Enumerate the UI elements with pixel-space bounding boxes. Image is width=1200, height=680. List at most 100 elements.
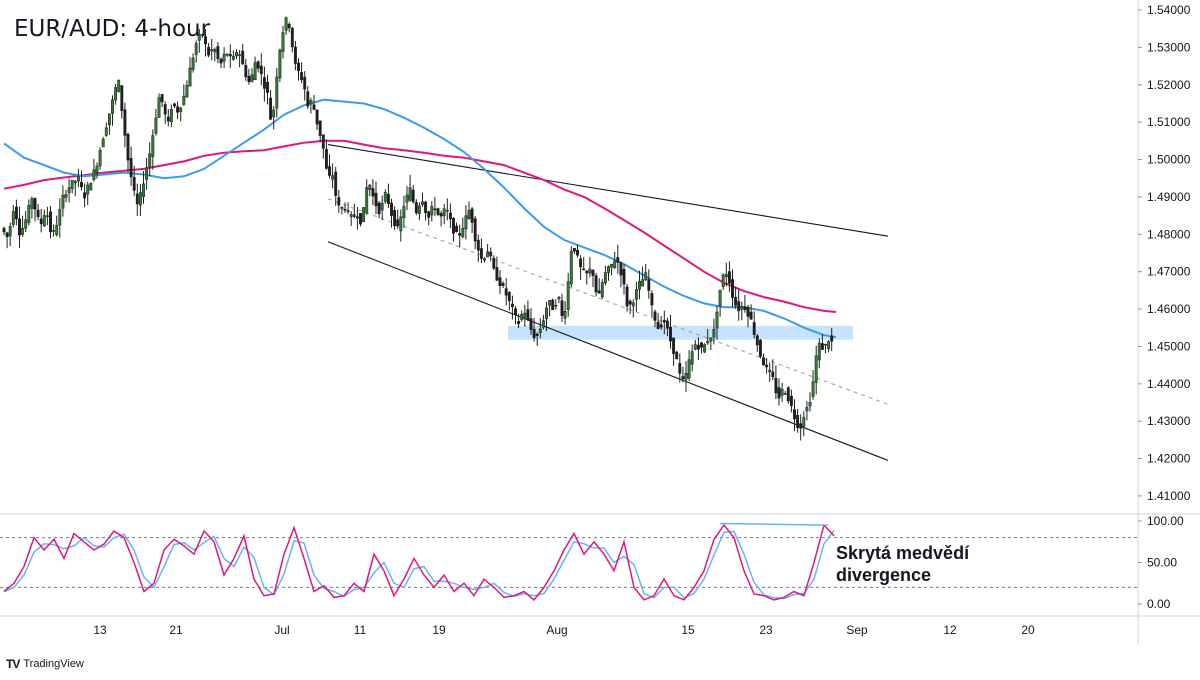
candle-down: [499, 278, 501, 286]
candle-down: [288, 24, 290, 28]
candle-up: [145, 168, 147, 180]
candle-up: [635, 289, 637, 299]
candle-up: [77, 177, 79, 181]
candle-up: [638, 281, 640, 289]
candle-up: [465, 216, 467, 229]
candle-down: [831, 336, 833, 341]
candle-down: [161, 94, 163, 102]
candle-down: [449, 213, 451, 219]
time-tick-label: 15: [681, 623, 695, 637]
candle-up: [251, 75, 253, 82]
candle-up: [645, 273, 647, 280]
candle-up: [381, 203, 383, 210]
candle-up: [362, 207, 364, 221]
candle-down: [657, 322, 659, 329]
candle-down: [347, 211, 349, 212]
candle-down: [651, 293, 653, 305]
candle-up: [719, 290, 721, 305]
candle-up: [276, 77, 278, 108]
candle-up: [273, 110, 275, 117]
candle-down: [338, 197, 340, 205]
candle-down: [672, 338, 674, 354]
candle-up: [62, 195, 64, 208]
candle-down: [527, 309, 529, 319]
candle-down: [477, 240, 479, 250]
candle-up: [713, 329, 715, 337]
candle-down: [762, 358, 764, 365]
candle-down: [37, 210, 39, 217]
candle-up: [211, 49, 213, 51]
candle-down: [424, 202, 426, 213]
candle-up: [353, 215, 355, 217]
candle-up: [223, 54, 225, 61]
candle-down: [666, 321, 668, 328]
candle-down: [207, 47, 209, 55]
candle-up: [285, 18, 287, 31]
annotation-line-2: divergence: [836, 564, 969, 586]
candle-up: [282, 32, 284, 51]
candle-up: [183, 96, 185, 104]
candle-down: [412, 190, 414, 202]
candle-up: [815, 356, 817, 383]
candle-down: [300, 72, 302, 79]
candle-up: [567, 282, 569, 310]
candle-up: [31, 199, 33, 209]
candle-down: [397, 220, 399, 227]
candle-down: [744, 307, 746, 310]
candle-down: [217, 46, 219, 58]
candle-down: [753, 322, 755, 334]
candle-up: [483, 259, 485, 261]
candle-up: [824, 344, 826, 345]
candle-down: [40, 219, 42, 224]
candle-down: [787, 388, 789, 401]
candle-up: [521, 314, 523, 320]
candle-down: [700, 343, 702, 348]
tradingview-logo-icon: TV: [6, 657, 19, 671]
rsi-divergence-line: [720, 523, 828, 525]
price-tick-label: 1.42000: [1147, 452, 1191, 466]
candle-down: [660, 325, 662, 327]
price-tick-label: 1.49000: [1147, 190, 1191, 204]
candle-up: [71, 180, 73, 188]
candle-up: [254, 63, 256, 80]
time-tick-label: Jul: [274, 623, 289, 637]
candle-down: [124, 110, 126, 136]
candle-down: [387, 194, 389, 204]
candle-up: [149, 154, 151, 167]
candle-up: [688, 360, 690, 378]
candle-down: [790, 396, 792, 405]
candle-up: [806, 407, 808, 411]
price-tick-label: 1.50000: [1147, 153, 1191, 167]
candle-up: [769, 370, 771, 372]
candle-down: [598, 291, 600, 293]
candle-up: [725, 274, 727, 277]
candle-down: [316, 110, 318, 124]
candle-down: [220, 59, 222, 63]
candle-down: [490, 252, 492, 256]
candle-up: [25, 220, 27, 229]
candle-down: [313, 105, 315, 110]
candle-up: [232, 56, 234, 59]
candle-down: [669, 327, 671, 341]
candle-down: [269, 98, 271, 119]
candle-down: [731, 279, 733, 297]
candle-up: [703, 345, 705, 353]
candle-down: [440, 213, 442, 216]
candle-down: [6, 233, 8, 237]
candle-up: [180, 108, 182, 112]
price-tick-label: 1.53000: [1147, 40, 1191, 54]
candle-down: [629, 301, 631, 304]
candle-up: [102, 139, 104, 147]
tradingview-brand[interactable]: TV TradingView: [6, 657, 84, 671]
candle-up: [539, 329, 541, 333]
candle-up: [158, 98, 160, 118]
candle-down: [505, 289, 507, 296]
candle-up: [418, 206, 420, 214]
candle-down: [390, 203, 392, 216]
candle-down: [756, 336, 758, 345]
candle-down: [734, 297, 736, 305]
candle-up: [108, 114, 110, 125]
candle-up: [189, 68, 191, 86]
candle-up: [279, 50, 281, 78]
candle-down: [372, 188, 374, 196]
